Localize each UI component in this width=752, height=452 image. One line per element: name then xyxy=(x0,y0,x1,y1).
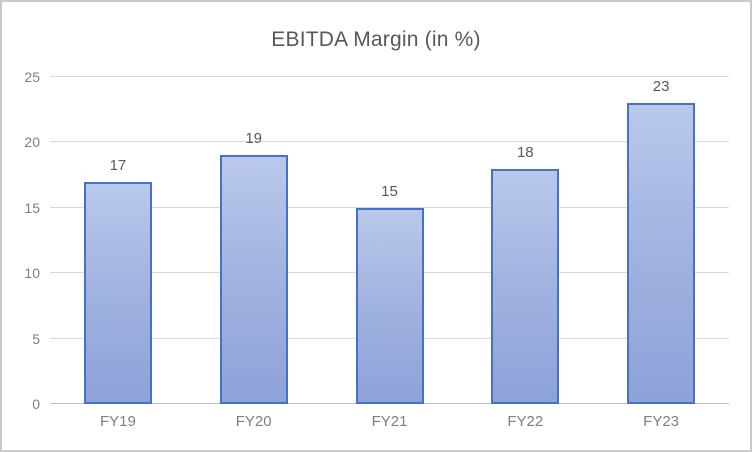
y-tick-label: 15 xyxy=(24,199,40,216)
gridline xyxy=(50,76,729,77)
bar-fy23 xyxy=(627,103,696,404)
bar-fy21 xyxy=(355,207,424,404)
x-axis-label: FY19 xyxy=(99,413,136,430)
x-axis-label: FY22 xyxy=(507,413,544,430)
bar-value-label: 18 xyxy=(516,143,534,161)
bar-fy19 xyxy=(83,181,152,404)
bar-fy20 xyxy=(219,155,288,404)
x-axis-label: FY21 xyxy=(371,413,408,430)
x-axis-label: FY20 xyxy=(235,413,272,430)
y-tick-label: 20 xyxy=(24,134,40,151)
plot-area: 0 5 10 15 20 25 17 FY19 19 FY20 15 FY21 18 FY22 23 FY23 xyxy=(24,70,729,429)
y-tick-label: 10 xyxy=(24,265,40,282)
y-tick-label: 25 xyxy=(24,69,40,85)
bar-value-label: 17 xyxy=(109,156,127,174)
gridline xyxy=(50,141,729,143)
y-tick-label: 0 xyxy=(32,396,40,412)
gridline xyxy=(50,206,729,208)
x-axis-label: FY23 xyxy=(643,413,680,430)
bar-value-label: 19 xyxy=(245,130,263,148)
bar-value-label: 15 xyxy=(381,182,398,200)
chart-title: EBITDA Margin (in %) xyxy=(271,28,481,51)
y-tick-label: 5 xyxy=(32,330,40,347)
bar-value-label: 23 xyxy=(652,78,670,96)
bar-fy22 xyxy=(491,168,560,404)
